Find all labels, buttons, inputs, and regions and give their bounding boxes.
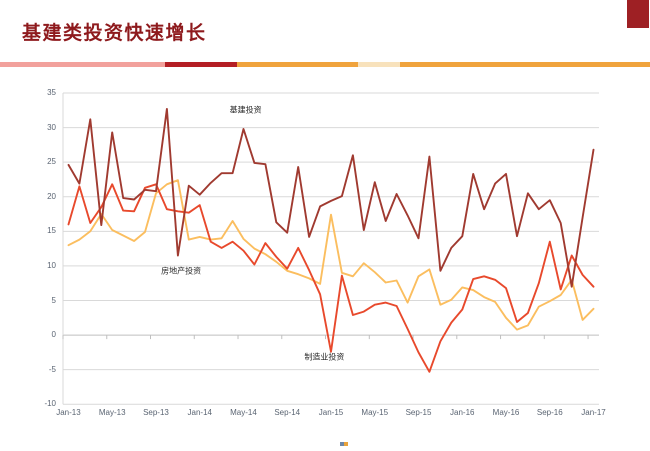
footer-mark-segment	[344, 442, 348, 446]
footer-logo-mark	[340, 442, 348, 446]
accent-band-segment	[399, 62, 650, 67]
series-line-2	[67, 183, 595, 373]
series-label-real-estate: 房地产投资	[161, 266, 202, 276]
footer-mark-segment	[340, 442, 344, 446]
accent-band-segment	[165, 62, 238, 67]
accent-band-segment	[358, 62, 400, 67]
accent-band-segment	[0, 62, 166, 67]
accent-band	[0, 62, 650, 67]
corner-accent-box	[627, 0, 649, 28]
series-label-infrastructure: 基建投资	[229, 105, 262, 115]
series-label-manufacturing: 制造业投资	[304, 352, 345, 362]
accent-band-segment	[237, 62, 359, 67]
series-line-1	[67, 179, 595, 331]
series-line-0	[67, 107, 595, 288]
page-title: 基建类投资快速增长	[22, 23, 207, 44]
